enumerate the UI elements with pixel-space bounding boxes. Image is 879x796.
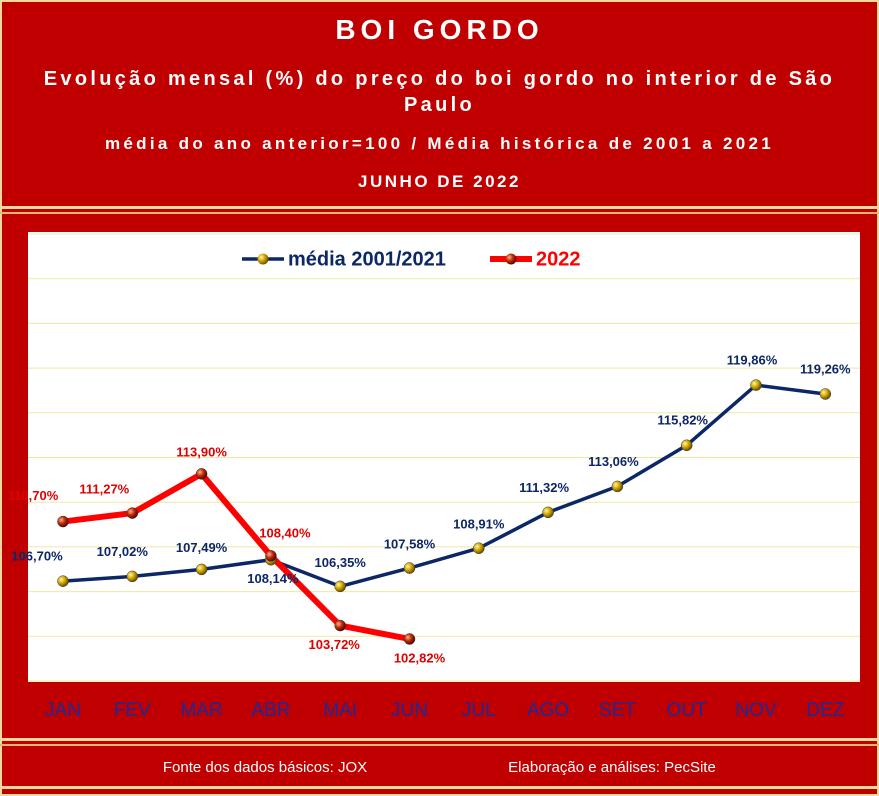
x-tick-label: FEV	[114, 700, 151, 721]
marker	[680, 439, 693, 452]
data-label: 103,72%	[309, 637, 361, 652]
x-tick-label: JUN	[391, 700, 428, 721]
data-label: 106,35%	[315, 555, 367, 570]
marker	[126, 570, 139, 583]
marker	[265, 550, 277, 562]
x-tick-label: JAN	[45, 700, 81, 721]
data-label: 113,06%	[588, 454, 639, 469]
x-tick-label: SET	[599, 700, 636, 721]
series-line	[62, 383, 826, 589]
marker	[126, 507, 139, 519]
data-label: 107,58%	[384, 536, 436, 551]
legend-label: 2022	[536, 248, 581, 270]
data-label: 115,82%	[657, 413, 708, 428]
legend-label: média 2001/2021	[288, 248, 446, 270]
data-label: 106,70%	[11, 549, 63, 564]
note: média do ano anterior=100 / Média histór…	[104, 134, 775, 153]
stripe	[0, 786, 879, 789]
x-tick-label: JUL	[462, 700, 496, 721]
x-tick-label: MAR	[180, 700, 222, 721]
stripe	[0, 744, 879, 746]
data-label: 111,27%	[79, 482, 129, 497]
source: Fonte dos dados básicos: JOX	[163, 759, 367, 776]
marker	[819, 388, 832, 400]
x-tick-label: NOV	[735, 700, 777, 721]
marker	[611, 480, 624, 493]
marker	[195, 563, 208, 576]
data-label: 119,86%	[727, 353, 778, 368]
data-label: 107,49%	[176, 540, 228, 555]
x-tick-label: MAI	[323, 700, 357, 721]
stripe	[0, 738, 879, 741]
data-label: 102,82%	[394, 650, 446, 665]
marker	[57, 515, 69, 528]
x-tick-label: DEZ	[806, 700, 844, 721]
stripe	[0, 212, 879, 214]
data-label: 108,40%	[259, 525, 311, 540]
marker	[473, 542, 485, 554]
data-label: 113,90%	[176, 444, 227, 459]
marker	[403, 562, 416, 574]
data-label: 108,14%	[247, 571, 299, 586]
marker	[195, 468, 208, 480]
marker	[542, 506, 554, 519]
data-label: 111,32%	[519, 480, 569, 495]
data-label: 110,70%	[8, 488, 59, 503]
x-tick-label: OUT	[667, 700, 708, 721]
marker	[57, 575, 69, 587]
x-tick-label: AGO	[527, 700, 569, 721]
marker	[334, 580, 346, 593]
data-label: 107,02%	[97, 544, 149, 559]
credit: Elaboração e análises: PecSite	[508, 759, 716, 776]
legend-marker	[505, 253, 517, 265]
legend-marker	[257, 253, 269, 265]
stripe	[0, 206, 879, 209]
marker	[750, 379, 762, 391]
date: JUNHO DE 2022	[358, 172, 521, 191]
data-label: 119,26%	[800, 361, 851, 376]
series-line	[62, 470, 411, 642]
marker	[403, 633, 416, 645]
data-label: 108,91%	[453, 517, 505, 532]
title: BOI GORDO	[335, 14, 544, 45]
x-tick-label: ABR	[251, 700, 290, 721]
subtitle: Evolução mensal (%) do preço do boi gord…	[43, 68, 836, 116]
marker	[334, 619, 346, 632]
